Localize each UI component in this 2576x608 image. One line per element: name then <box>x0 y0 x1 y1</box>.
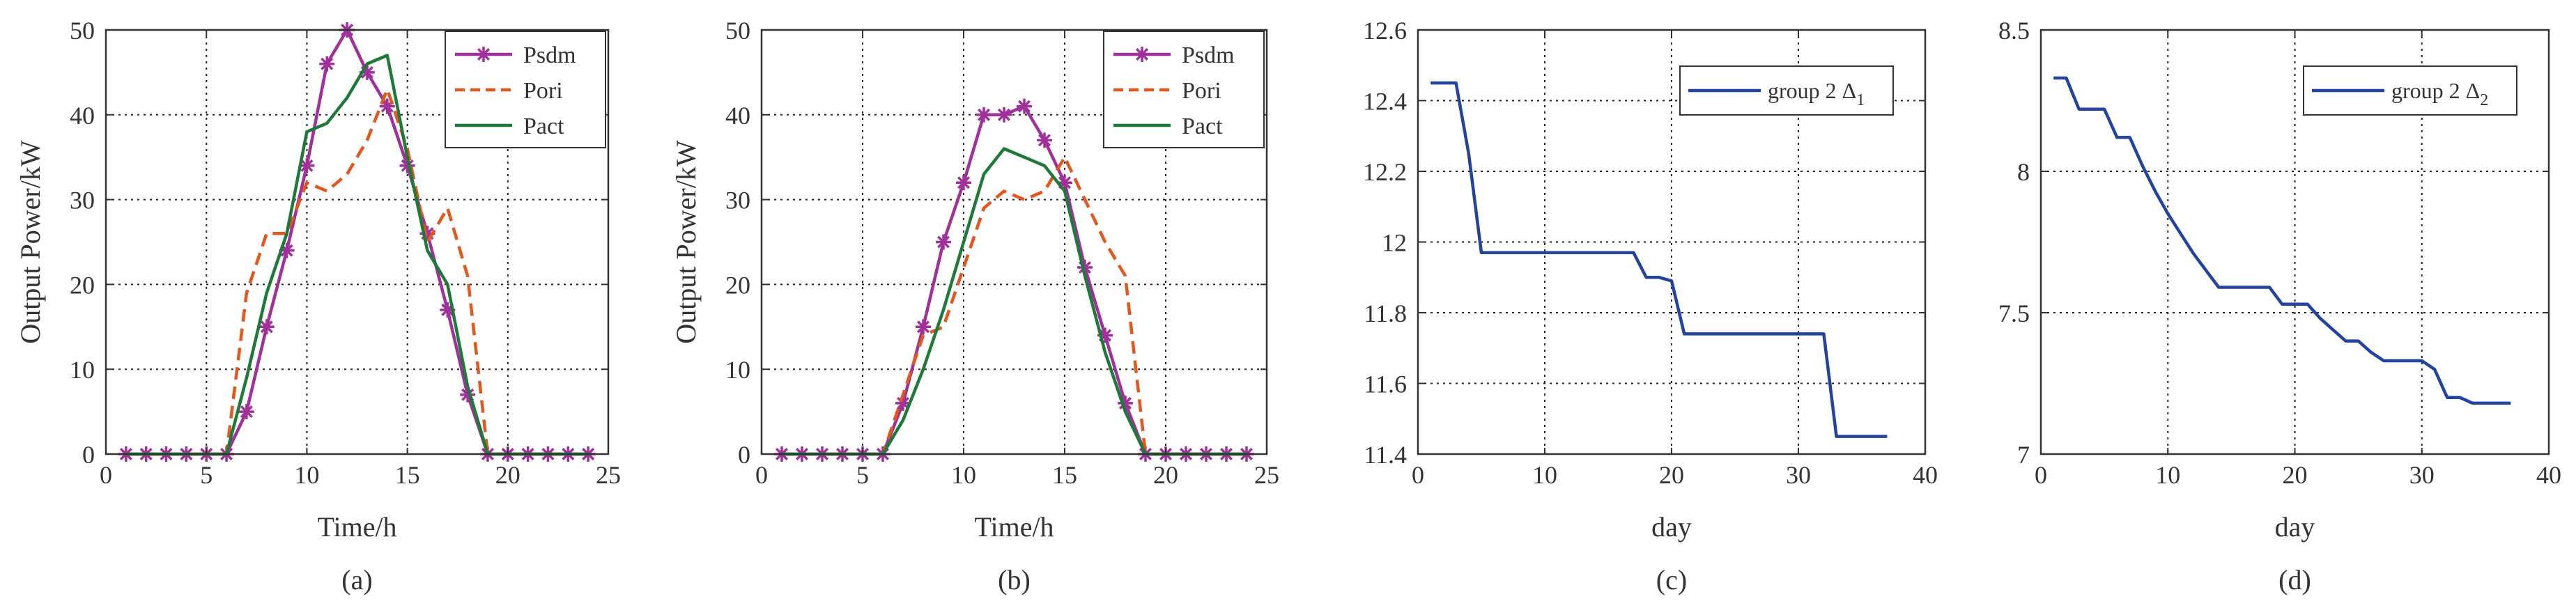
data-point-marker <box>238 404 254 420</box>
x-axis-label: Time/h <box>974 511 1054 543</box>
panel-label: (b) <box>998 564 1031 595</box>
legend-entry-label: Pact <box>1182 114 1223 139</box>
y-tick-label: 10 <box>70 356 95 384</box>
y-tick-label: 0 <box>82 441 95 469</box>
x-tick-label: 10 <box>1532 461 1557 489</box>
legend-entry-label: Psdm <box>523 42 576 68</box>
series-line-pori <box>125 88 589 456</box>
legend-entry-label: Pori <box>1182 78 1221 104</box>
legend: group 2 Δ1 <box>1679 65 1894 116</box>
y-tick-label: 8.5 <box>1998 17 2030 45</box>
y-tick-label: 20 <box>70 271 95 299</box>
y-tick-label: 7 <box>2017 441 2030 469</box>
y-tick-label: 12 <box>1382 229 1407 257</box>
x-tick-label: 15 <box>395 461 420 489</box>
x-tick-label: 30 <box>1786 461 1811 489</box>
y-tick-label: 30 <box>70 187 95 215</box>
x-tick-label: 40 <box>1913 461 1938 489</box>
axes-frame <box>760 29 1268 455</box>
chart-panel-4: 0 10 20 30 40 7 7.5 8 8.5 day (d) group 2 Δ2 <box>1998 17 2561 595</box>
data-point-marker <box>916 319 931 335</box>
data-point-marker <box>1037 132 1052 148</box>
x-axis-label: Time/h <box>317 511 396 543</box>
y-tick-label: 7.5 <box>1998 299 2030 327</box>
y-axis-label: Output Power/kW <box>15 140 46 343</box>
series-line-group-2 <box>1430 81 1888 438</box>
y-tick-label: 20 <box>725 271 750 299</box>
x-tick-label: 10 <box>951 461 976 489</box>
y-tick-label: 12.4 <box>1363 88 1407 116</box>
y-tick-label: 12.2 <box>1363 158 1407 186</box>
legend: group 2 Δ2 <box>2303 65 2517 116</box>
y-tick-label: 40 <box>725 102 750 130</box>
chart-panel-1: 0 5 10 15 20 25 0 10 20 30 40 50 Time/h Output Power/… <box>15 17 621 595</box>
legend-entry-label: Pori <box>523 78 563 104</box>
legend-entry-subscript: 2 <box>2480 91 2488 109</box>
x-tick-label: 5 <box>200 461 213 489</box>
legend-marker <box>477 47 491 61</box>
data-point-marker <box>956 175 971 191</box>
x-tick-label: 10 <box>2155 461 2180 489</box>
y-tick-label: 8 <box>2017 158 2030 186</box>
y-tick-label: 40 <box>70 102 95 130</box>
x-tick-label: 25 <box>596 461 621 489</box>
x-axis-label: day <box>2275 511 2315 543</box>
x-tick-label: 10 <box>294 461 319 489</box>
y-tick-label: 10 <box>725 356 750 384</box>
panel-label: (d) <box>2278 564 2311 595</box>
x-tick-label: 20 <box>1153 461 1178 489</box>
data-point-marker <box>319 56 335 72</box>
y-tick-label: 11.8 <box>1364 299 1407 327</box>
data-point-marker <box>259 319 275 335</box>
data-point-marker <box>1097 327 1113 343</box>
data-point-marker <box>1017 98 1032 114</box>
x-tick-label: 0 <box>1412 461 1424 489</box>
panel-label: (a) <box>341 564 372 595</box>
x-tick-label: 0 <box>100 461 112 489</box>
y-tick-label: 50 <box>70 17 95 45</box>
x-tick-label: 20 <box>1659 461 1684 489</box>
series-line-group-2 <box>2053 76 2511 405</box>
y-tick-label: 30 <box>725 187 750 215</box>
x-tick-label: 5 <box>856 461 869 489</box>
legend: Psdm Pori Pact <box>1103 31 1265 148</box>
x-tick-label: 0 <box>755 461 768 489</box>
x-tick-label: 25 <box>1254 461 1279 489</box>
panel-label: (c) <box>1656 564 1687 595</box>
x-tick-label: 30 <box>2409 461 2435 489</box>
legend-entry-label: Pact <box>523 114 564 139</box>
x-axis-label: day <box>1651 511 1692 543</box>
y-tick-label: 12.6 <box>1363 17 1407 45</box>
x-tick-label: 20 <box>495 461 520 489</box>
legend-entry-label: Psdm <box>1182 42 1235 68</box>
y-tick-label: 0 <box>738 441 750 469</box>
data-point-marker <box>936 234 951 250</box>
data-point-marker <box>976 107 992 123</box>
axes-frame <box>105 29 610 455</box>
x-tick-label: 15 <box>1052 461 1077 489</box>
x-tick-label: 40 <box>2536 461 2561 489</box>
chart-panel-3: 0 10 20 30 40 11.4 11.6 11.8 12 12.2 12.4 12.6 day (c… <box>1363 17 1938 595</box>
legend-marker <box>1135 47 1149 61</box>
legend: Psdm Pori Pact <box>445 31 606 148</box>
x-tick-label: 20 <box>2283 461 2308 489</box>
y-axis-label: Output Power/kW <box>670 140 702 343</box>
x-tick-label: 0 <box>2035 461 2047 489</box>
data-point-marker <box>996 107 1012 123</box>
y-tick-label: 11.4 <box>1364 441 1407 469</box>
legend-entry-subscript: 1 <box>1856 91 1865 109</box>
y-tick-label: 11.6 <box>1364 371 1407 398</box>
chart-panel-2: 0 5 10 15 20 25 0 10 20 30 40 50 Time/h Output Power/… <box>670 17 1279 595</box>
y-tick-label: 50 <box>725 17 750 45</box>
